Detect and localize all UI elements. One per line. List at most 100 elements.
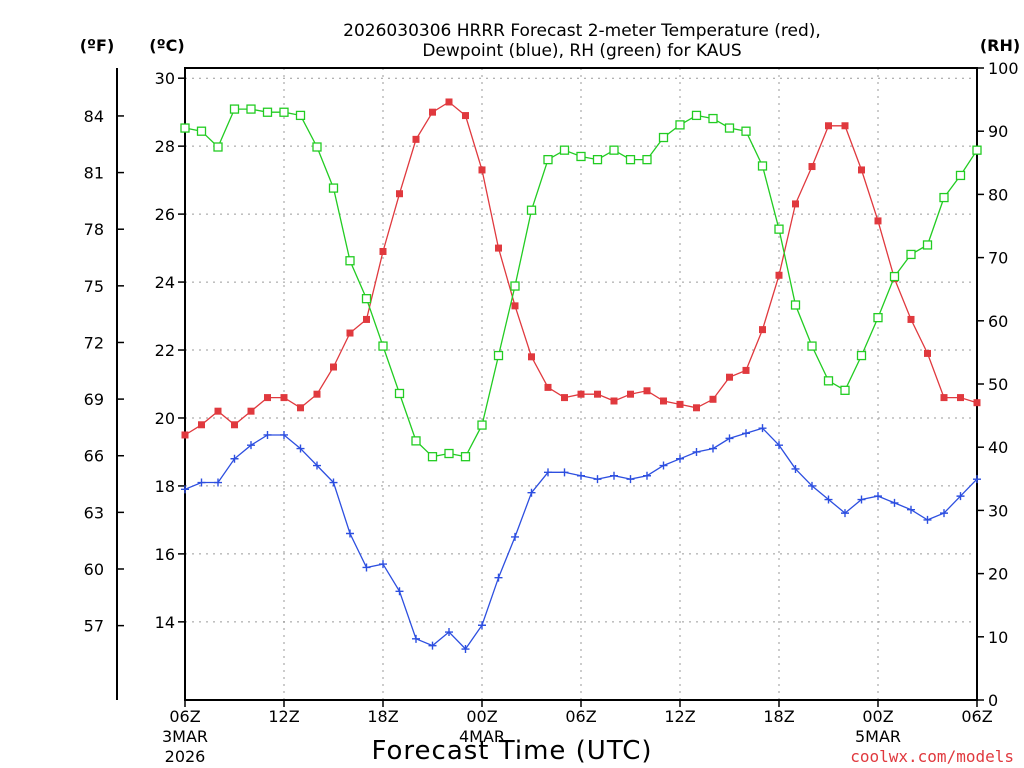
dewpoint-point [445,628,453,637]
temperature-point [511,302,519,310]
rh-point [411,436,421,446]
dewpoint-point [511,532,519,541]
rh-point [295,110,306,121]
dewpoint-point [527,488,536,497]
temperature-point [445,98,453,106]
x-date-label: 4MAR [459,727,505,746]
rh-point [823,376,834,386]
temperature-series [181,98,981,439]
dewpoint-point [643,471,651,480]
x-axis-title: Forecast Time (UTC) [371,736,652,766]
dewpoint-point [610,471,618,480]
dewpoint-point [758,424,767,433]
rh-point [180,123,190,133]
temperature-point [874,217,882,225]
rh-point [856,350,867,361]
dewpoint-point [824,495,833,504]
fahrenheit-tick-label: 81 [84,164,104,183]
dewpoint-point [346,529,354,538]
dewpoint-point [725,434,734,443]
temperature-point [643,387,651,395]
rh-point [724,123,735,133]
rh-point [246,104,256,114]
dewpoint-point [247,441,255,450]
dewpoint-point [890,498,899,507]
temperature-point [825,122,832,130]
celsius-tick-label: 26 [155,205,175,224]
rh-point [741,126,751,136]
celsius-tick-label: 20 [155,409,175,428]
dewpoint-point [857,495,866,504]
data-series [180,98,982,654]
dewpoint-point [907,505,915,514]
dewpoint-point [494,573,503,582]
fahrenheit-tick-label: 78 [84,220,104,239]
dewpoint-point [379,560,387,569]
rh-tick-label: 100 [988,59,1019,78]
fahrenheit-tick-label: 66 [84,447,104,466]
rh-point [493,350,504,361]
temperature-point [957,394,964,402]
rh-point [279,107,289,117]
x-tick-label: 18Z [763,707,794,726]
rh-point [262,107,273,117]
celsius-tick-label: 18 [155,477,175,496]
temperature-point [759,326,766,334]
rh-point [543,154,553,165]
rh-point [229,104,240,114]
temperature-point [693,404,700,412]
rh-point [708,113,718,124]
temperature-point [379,247,387,255]
temperature-point [544,383,552,391]
rh-axis-label: (RH) [980,36,1020,55]
celsius-tick-label: 28 [155,137,175,156]
dewpoint-point [214,478,222,487]
rh-tick-label: 70 [988,249,1008,268]
dewpoint-point [692,447,701,456]
temperature-point [808,163,816,171]
temperature-point [528,353,535,361]
temperature-point [742,366,750,374]
x-year-label: 2026 [165,747,206,766]
rh-point [361,294,372,304]
rh-point [642,154,652,165]
temperature-point [462,112,469,120]
temperature-point [577,390,585,398]
temperature-point [181,431,189,439]
temperature-point [973,399,981,407]
rh-tick-label: 50 [988,375,1008,394]
dewpoint-point [973,475,981,484]
fahrenheit-tick-label: 84 [84,107,104,126]
celsius-axis-label: (ºC) [149,36,184,55]
fahrenheit-tick-label: 63 [84,503,104,522]
temperature-point [363,315,370,323]
chart-title-line-1: 2026030306 HRRR Forecast 2-meter Tempera… [343,21,821,41]
dewpoint-point [313,461,321,470]
dewpoint-point [742,429,750,438]
temperature-point [346,329,354,337]
credit-link[interactable]: coolwx.com/models [850,747,1014,766]
temperature-point [940,394,948,402]
temperature-point [858,166,865,174]
x-tick-label: 06Z [961,707,992,726]
celsius-tick-label: 30 [155,69,175,88]
rh-point [972,145,982,155]
dewpoint-point [659,461,668,470]
rh-point [576,151,586,162]
chart-title-line-2: Dewpoint (blue), RH (green) for KAUS [422,41,741,61]
celsius-tick-label: 24 [155,273,175,292]
rh-point [592,154,603,165]
temperature-point [627,390,634,398]
fahrenheit-tick-label: 69 [84,390,104,409]
temperature-point [297,404,304,412]
tick-labels: 14 16 18 20 22 24 26 28 30 57 60 63 66 69 72 75 78 81 84 0 1… [84,59,1019,766]
dewpoint-point [808,481,816,490]
temperature-point [495,244,502,252]
dewpoint-point [230,454,239,463]
rh-point [807,341,817,351]
rh-point [625,154,636,165]
rh-tick-label: 20 [988,565,1008,584]
temperature-point [330,363,337,371]
dewpoint-point [874,492,882,501]
